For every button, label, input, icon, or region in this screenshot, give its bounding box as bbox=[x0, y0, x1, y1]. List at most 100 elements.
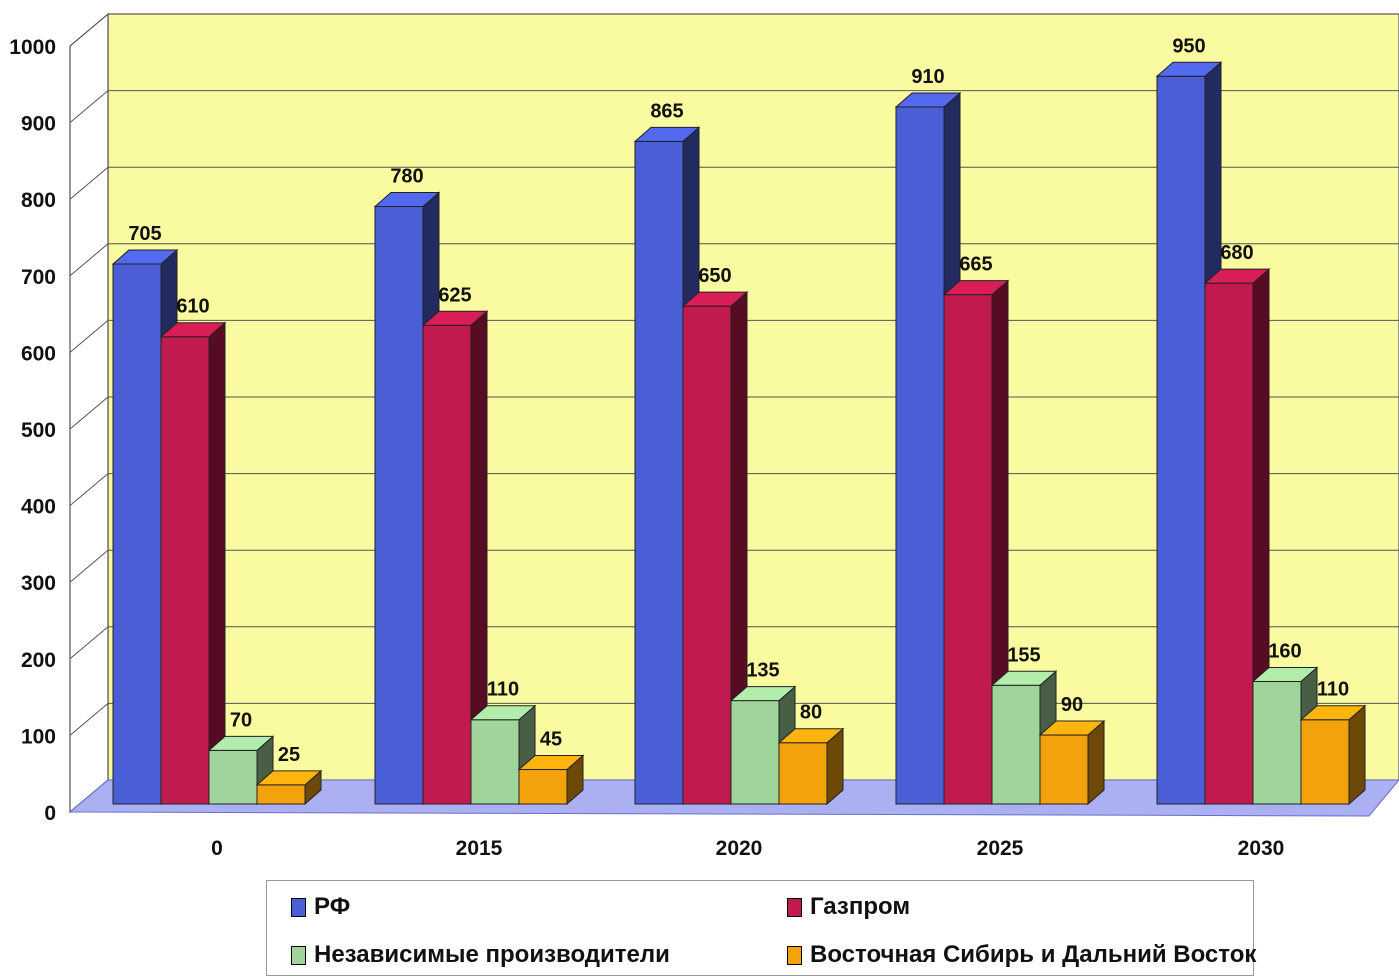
bar-top bbox=[1203, 268, 1271, 284]
bar bbox=[1300, 719, 1350, 805]
gridline-side bbox=[69, 703, 109, 736]
legend-swatch-east bbox=[787, 945, 802, 965]
gridline-side bbox=[69, 90, 109, 123]
y-tick-label: 300 bbox=[21, 572, 56, 595]
bar-side bbox=[208, 321, 226, 806]
data-label: 865 bbox=[650, 100, 683, 122]
y-tick-label: 500 bbox=[21, 419, 56, 442]
data-label: 90 bbox=[1061, 694, 1083, 716]
legend-swatch-rf bbox=[291, 897, 306, 917]
legend-item-independent: Независимые производители bbox=[291, 941, 670, 969]
bar-top bbox=[1299, 705, 1367, 721]
data-label: 610 bbox=[176, 296, 209, 318]
x-tick-label: 2020 bbox=[716, 837, 763, 860]
data-label: 70 bbox=[230, 709, 252, 731]
bar-top bbox=[1038, 720, 1106, 736]
bar bbox=[730, 700, 780, 805]
data-label: 135 bbox=[746, 660, 779, 682]
bar-top bbox=[207, 735, 275, 751]
bar-top bbox=[777, 728, 845, 744]
data-label: 705 bbox=[128, 223, 161, 245]
data-label: 665 bbox=[959, 254, 992, 276]
gridline-side bbox=[69, 549, 109, 583]
bar-top bbox=[681, 291, 749, 307]
data-label: 110 bbox=[1317, 679, 1349, 701]
data-label: 625 bbox=[438, 284, 471, 306]
data-label: 80 bbox=[800, 702, 822, 724]
bar bbox=[208, 749, 258, 805]
category-group: 780 625 110 45 bbox=[373, 166, 585, 806]
bar-top bbox=[1155, 61, 1223, 77]
data-label: 680 bbox=[1220, 242, 1253, 264]
data-label: 155 bbox=[1007, 644, 1040, 666]
category-group: 705 610 70 25 bbox=[111, 223, 323, 806]
bar bbox=[895, 106, 945, 805]
bar-top bbox=[894, 92, 962, 108]
data-label: 650 bbox=[698, 265, 731, 287]
bar-side bbox=[1348, 704, 1366, 806]
bar-top bbox=[421, 310, 489, 326]
y-tick-label: 400 bbox=[21, 496, 56, 519]
legend-item-gazprom: Газпром bbox=[787, 893, 910, 921]
category-group: 865 650 135 80 bbox=[633, 100, 845, 806]
gridline-side bbox=[69, 473, 109, 506]
legend-label-east: Восточная Сибирь и Дальний Восток bbox=[810, 941, 1257, 968]
bar bbox=[256, 784, 306, 805]
bar bbox=[991, 684, 1041, 805]
y-tick-label: 600 bbox=[21, 342, 56, 365]
chart-legend: РФ Газпром Независимые производители Вос… bbox=[266, 880, 1257, 976]
bar bbox=[778, 742, 828, 805]
data-label: 110 bbox=[487, 679, 519, 701]
bar bbox=[1252, 680, 1302, 805]
legend-label-gazprom: Газпром bbox=[810, 893, 911, 920]
legend-label-independent: Независимые производители bbox=[314, 941, 670, 968]
x-tick-label: 2015 bbox=[456, 837, 503, 860]
gridline-side bbox=[69, 166, 109, 200]
y-tick-label: 100 bbox=[21, 725, 56, 748]
bar bbox=[470, 719, 520, 805]
bar-top bbox=[729, 686, 797, 702]
bar bbox=[160, 336, 210, 805]
bar bbox=[943, 294, 993, 805]
bar bbox=[1204, 282, 1254, 805]
x-tick-label: 2030 bbox=[1238, 837, 1285, 860]
bar-top bbox=[633, 126, 701, 142]
data-label: 950 bbox=[1172, 35, 1205, 57]
gridline-side bbox=[69, 243, 109, 277]
bar-top bbox=[111, 249, 179, 265]
x-tick-label: 2025 bbox=[977, 837, 1024, 860]
bar bbox=[1039, 734, 1089, 805]
bar-top bbox=[517, 755, 585, 771]
data-label: 160 bbox=[1268, 640, 1301, 662]
bar bbox=[682, 305, 732, 805]
gridline-side bbox=[69, 396, 109, 430]
bar-top bbox=[255, 770, 323, 786]
bar-top bbox=[990, 670, 1058, 686]
gridline-side bbox=[69, 320, 109, 353]
legend-item-rf: РФ bbox=[291, 893, 350, 921]
bar-top bbox=[373, 192, 441, 208]
bar bbox=[518, 769, 568, 805]
bar-chart: 0100200300400500600700800900100070561070… bbox=[9, 12, 1399, 860]
y-tick-label: 200 bbox=[21, 649, 56, 672]
legend-label-rf: РФ bbox=[314, 893, 351, 920]
data-label: 780 bbox=[390, 166, 423, 188]
y-tick-label: 0 bbox=[44, 802, 56, 825]
bar bbox=[112, 263, 162, 805]
bar-top bbox=[159, 322, 227, 338]
data-label: 910 bbox=[911, 66, 944, 88]
legend-swatch-independent bbox=[291, 945, 306, 965]
bar bbox=[374, 206, 424, 805]
legend-swatch-gazprom bbox=[787, 897, 802, 917]
y-tick-label: 1000 bbox=[9, 36, 56, 59]
data-label: 25 bbox=[278, 744, 300, 766]
y-tick-label: 900 bbox=[21, 113, 56, 136]
y-tick-label: 800 bbox=[21, 189, 56, 212]
data-label: 45 bbox=[540, 729, 562, 751]
bar bbox=[422, 324, 472, 805]
gridline-side bbox=[69, 626, 109, 660]
category-group: 950 680 160 110 bbox=[1155, 35, 1367, 806]
bar-top bbox=[1251, 666, 1319, 682]
bar bbox=[634, 140, 684, 805]
bar-top bbox=[469, 705, 537, 721]
